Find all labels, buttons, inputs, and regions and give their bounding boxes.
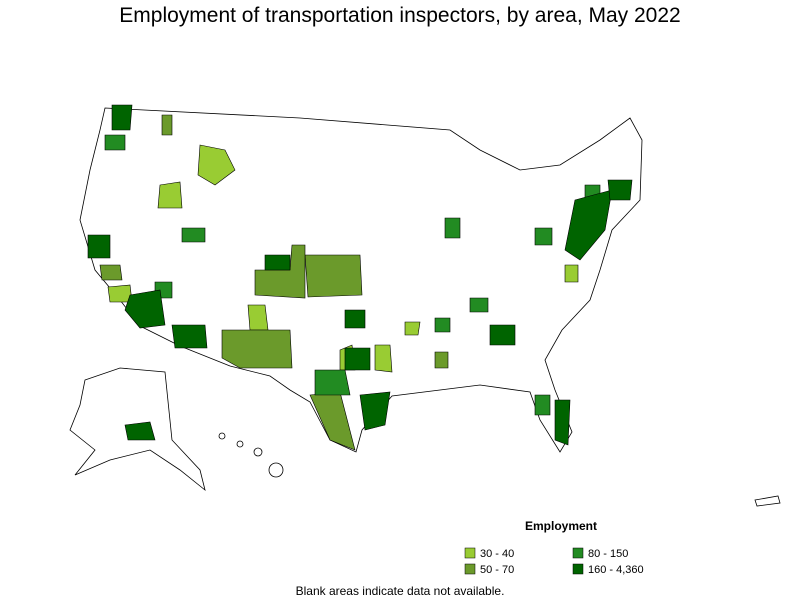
area <box>434 317 451 333</box>
area <box>344 309 366 329</box>
area <box>469 297 489 313</box>
area <box>99 264 123 281</box>
area <box>489 324 516 346</box>
area <box>197 144 236 186</box>
legend-swatch <box>464 563 476 575</box>
area <box>359 391 391 431</box>
area <box>161 114 173 136</box>
area <box>314 369 351 396</box>
map <box>69 104 781 507</box>
area <box>404 321 421 336</box>
area <box>607 179 633 201</box>
area <box>344 347 371 371</box>
area <box>124 289 166 329</box>
area <box>374 344 393 373</box>
area <box>264 254 291 271</box>
legend-label: 50 - 70 <box>480 564 514 576</box>
area <box>554 399 571 446</box>
area <box>564 189 613 261</box>
area <box>434 351 449 369</box>
area <box>171 324 208 349</box>
area <box>221 329 293 369</box>
legend-swatch <box>572 547 584 559</box>
legend-swatch <box>464 547 476 559</box>
legend-swatch <box>572 563 584 575</box>
area <box>157 181 183 209</box>
area <box>444 217 461 239</box>
legend-label: 30 - 40 <box>480 548 514 560</box>
area <box>304 254 363 298</box>
puerto-rico <box>754 495 781 507</box>
areas <box>87 104 633 451</box>
map-title: Employment of transportation inspectors,… <box>119 4 680 27</box>
area <box>124 421 156 441</box>
footnote: Blank areas indicate data not available. <box>296 584 505 598</box>
legend-label: 160 - 4,360 <box>588 564 644 576</box>
legend: Employment 30 - 40 50 - 70 80 - 150 160 - 4… <box>464 519 644 576</box>
area <box>181 227 206 243</box>
area <box>564 264 579 283</box>
area <box>534 227 553 246</box>
hawaii <box>218 432 284 478</box>
area <box>104 134 126 151</box>
area <box>111 104 133 131</box>
area <box>534 394 551 416</box>
area <box>87 234 111 259</box>
legend-label: 80 - 150 <box>588 548 628 560</box>
area <box>247 304 269 331</box>
legend-title: Employment <box>525 519 597 533</box>
